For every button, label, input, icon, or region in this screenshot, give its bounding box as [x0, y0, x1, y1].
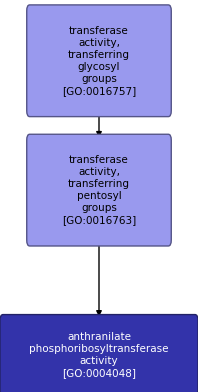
- FancyBboxPatch shape: [27, 134, 171, 246]
- FancyBboxPatch shape: [0, 314, 198, 392]
- Text: transferase
activity,
transferring
glycosyl
groups
[GO:0016757]: transferase activity, transferring glyco…: [62, 26, 136, 96]
- FancyBboxPatch shape: [27, 5, 171, 117]
- Text: transferase
activity,
transferring
pentosyl
groups
[GO:0016763]: transferase activity, transferring pento…: [62, 155, 136, 225]
- Text: anthranilate
phosphoribosyltransferase
activity
[GO:0004048]: anthranilate phosphoribosyltransferase a…: [29, 332, 169, 378]
